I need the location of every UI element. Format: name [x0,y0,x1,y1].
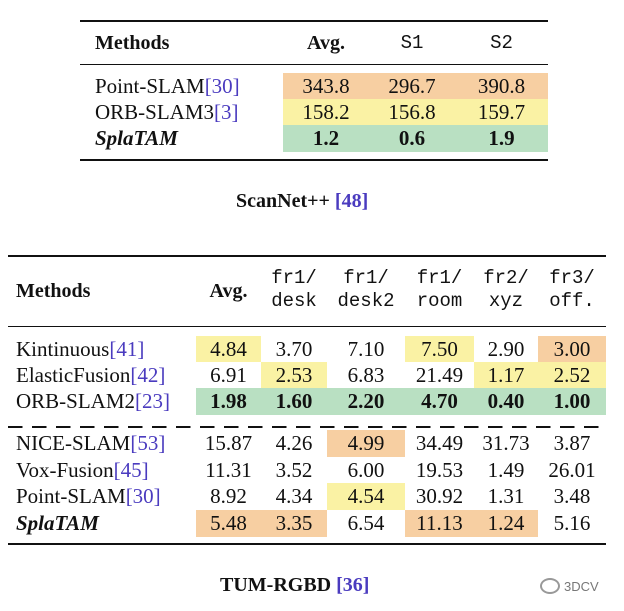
table-row: ORB-SLAM3 [3] [95,99,239,125]
value-cell: 34.49 [415,431,464,455]
header-s1: S1 [400,31,424,54]
value-cell: 4.54 [327,483,405,510]
header-col: fr1/desk2 [337,267,395,312]
table-row: Vox-Fusion [45] [16,457,149,483]
citation-link[interactable]: [36] [336,574,370,596]
value-cell: 7.10 [347,336,385,361]
value-cell: 2.52 [538,362,606,388]
value-cell: 21.49 [415,362,464,387]
value-cell: 6.54 [347,511,385,535]
header-avg: Avg. [307,32,345,54]
value-cell: 11.31 [205,457,252,482]
value-cell: 4.34 [275,484,313,508]
value-cell: 0.6 [369,125,455,152]
method-name: SplaTAM [95,126,178,150]
citation-link[interactable]: [3] [214,99,239,124]
citation-link[interactable]: [30] [125,484,161,508]
value-cell: 390.8 [455,73,548,99]
method-name: Kintinuous [16,336,110,361]
table-row: Point-SLAM [30] [16,483,161,510]
value-cell: 1.49 [487,457,525,482]
value-cell: 343.8 [283,73,369,99]
method-name: Point-SLAM [95,73,205,98]
value-cell: 4.99 [327,430,405,457]
method-name: ElasticFusion [16,362,131,387]
citation-link[interactable]: [23] [135,389,171,413]
header-col: fr2/xyz [483,267,529,312]
value-cell: 2.90 [487,336,525,361]
method-name: Point-SLAM [16,484,126,508]
watermark: 3DCV [540,578,599,594]
value-cell: 4.70 [405,388,474,415]
value-cell: 3.48 [553,484,591,508]
table-row: Kintinuous [41] [16,336,144,362]
wechat-icon [540,578,560,594]
method-name: SplaTAM [16,511,99,535]
table-row: SplaTAM [95,125,178,152]
table-caption: ScanNet++ [48] [236,190,369,212]
method-name: ORB-SLAM2 [16,389,136,413]
header-avg: Avg. [209,280,248,302]
value-cell: 26.01 [548,457,596,482]
header-col: fr1/room [416,267,463,312]
value-cell: 19.53 [415,457,464,482]
table-row: NICE-SLAM [53] [16,430,165,457]
value-cell: 15.87 [204,431,253,455]
table-row: ElasticFusion [42] [16,362,165,388]
value-cell: 5.16 [553,511,591,535]
value-cell: 7.50 [405,336,474,362]
table-row: ORB-SLAM2 [23] [16,388,170,415]
value-cell: 0.40 [474,388,538,415]
value-cell: 6.83 [347,362,385,387]
citation-link[interactable]: [41] [109,336,145,361]
value-cell: 1.98 [196,388,261,415]
citation-link[interactable]: [30] [204,73,240,98]
table-row: SplaTAM [16,510,99,537]
value-cell: 5.48 [196,510,261,537]
value-cell: 3.52 [275,457,313,482]
value-cell: 159.7 [455,99,548,125]
value-cell: 3.87 [553,431,591,455]
value-cell: 1.9 [455,125,548,152]
value-cell: 1.24 [474,510,538,537]
citation-link[interactable]: [42] [130,362,166,387]
header-methods: Methods [95,32,170,54]
value-cell: 158.2 [283,99,369,125]
value-cell: 156.8 [369,99,455,125]
value-cell: 31.73 [482,431,530,455]
value-cell: 2.53 [261,362,327,388]
value-cell: 1.2 [283,125,369,152]
value-cell: 4.26 [275,431,313,455]
value-cell: 1.17 [474,362,538,388]
table-caption: TUM-RGBD [36] [220,574,370,596]
dashed-separator [8,426,606,428]
value-cell: 296.7 [369,73,455,99]
value-cell: 3.00 [538,336,606,362]
citation-link[interactable]: [53] [130,431,166,455]
value-cell: 1.00 [538,388,606,415]
value-cell: 2.20 [327,388,405,415]
value-cell: 1.31 [487,484,525,508]
value-cell: 30.92 [415,484,464,508]
header-methods: Methods [16,280,91,302]
citation-link[interactable]: [45] [113,457,149,482]
value-cell: 11.13 [405,510,474,537]
value-cell: 3.35 [261,510,327,537]
header-col: fr1/desk [271,267,317,312]
method-name: NICE-SLAM [16,431,131,455]
watermark-text: 3DCV [564,578,599,594]
citation-link[interactable]: [48] [334,190,369,212]
value-cell: 6.91 [210,362,247,387]
value-cell: 1.60 [261,388,327,415]
value-cell: 4.84 [196,336,261,362]
value-cell: 8.92 [210,484,247,508]
header-col: fr3/off. [549,267,595,312]
table-row: Point-SLAM [30] [95,73,240,99]
method-name: Vox-Fusion [16,457,114,482]
method-name: ORB-SLAM3 [95,99,215,124]
value-cell: 3.70 [275,336,313,361]
value-cell: 6.00 [347,457,385,482]
header-s2: S2 [490,31,513,54]
